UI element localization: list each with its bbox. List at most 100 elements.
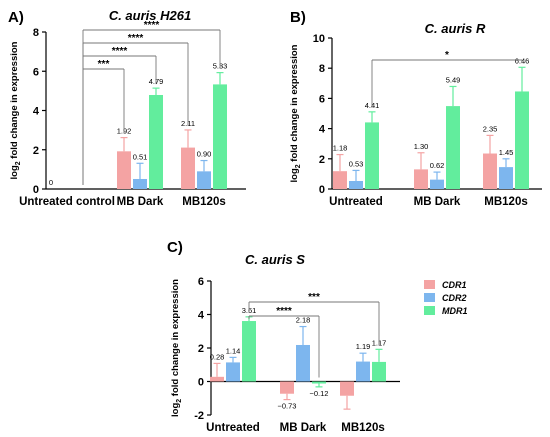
panel-title: C. auris R bbox=[425, 21, 486, 36]
bar-cdr1 bbox=[483, 153, 497, 189]
y-tick-label: 0 bbox=[198, 377, 204, 389]
bar-cdr1 bbox=[414, 169, 428, 189]
y-tick-label: 8 bbox=[319, 63, 325, 75]
legend-swatch-cdr2 bbox=[424, 293, 435, 302]
panel-letter: B) bbox=[290, 9, 306, 26]
data-label: 0.28 bbox=[210, 352, 225, 361]
bar-cdr2 bbox=[133, 178, 147, 189]
y-tick-label: 2 bbox=[319, 154, 325, 166]
data-label: 0.62 bbox=[430, 161, 445, 170]
bar-mdr1 bbox=[149, 94, 163, 189]
y-axis-label-subscript: 2 bbox=[295, 164, 302, 168]
data-label: −0.12 bbox=[310, 389, 329, 398]
bar-mdr1 bbox=[213, 84, 227, 189]
data-label: 1.14 bbox=[226, 346, 241, 355]
x-tick-label: Untreated control bbox=[19, 196, 115, 208]
data-label: 1.19 bbox=[356, 342, 371, 351]
panel-title: C. auris S bbox=[245, 252, 305, 267]
y-tick-label: 10 bbox=[313, 33, 325, 45]
significance-label: *** bbox=[98, 59, 110, 70]
y-tick-label: 6 bbox=[198, 276, 204, 288]
y-axis-label-rest: fold change in expression bbox=[289, 44, 300, 164]
legend-label: CDR1 bbox=[442, 280, 467, 290]
y-tick-label: -2 bbox=[194, 410, 204, 422]
data-label: 0 bbox=[49, 178, 53, 187]
x-tick-label: Untreated bbox=[329, 196, 383, 208]
significance-label: **** bbox=[144, 20, 160, 31]
data-label: 2.35 bbox=[483, 124, 498, 133]
y-axis-label-subscript: 2 bbox=[15, 161, 22, 165]
data-label: 1.45 bbox=[499, 148, 514, 157]
bar-cdr1 bbox=[210, 376, 224, 382]
y-tick-label: 8 bbox=[33, 27, 39, 39]
legend-label: CDR2 bbox=[442, 293, 467, 303]
significance-label: *** bbox=[308, 292, 320, 303]
x-tick-label: MB120s bbox=[484, 196, 527, 208]
data-label: 5.49 bbox=[446, 75, 461, 84]
data-label: 0.90 bbox=[197, 150, 212, 159]
significance-label: **** bbox=[276, 306, 292, 317]
y-tick-label: 6 bbox=[33, 66, 39, 78]
panel-title: C. auris H261 bbox=[109, 8, 191, 23]
legend-label: MDR1 bbox=[442, 306, 468, 316]
x-tick-label: MB Dark bbox=[414, 196, 461, 208]
data-label: 1.18 bbox=[333, 144, 348, 153]
y-axis-label: log2 fold change in expression bbox=[170, 279, 183, 417]
y-axis-label-main: log bbox=[170, 403, 181, 417]
bar-cdr1 bbox=[340, 381, 354, 396]
bar-cdr2 bbox=[197, 171, 211, 189]
y-axis-label: log2 fold change in expression bbox=[9, 41, 22, 179]
legend: CDR1 CDR2 MDR1 bbox=[424, 280, 468, 316]
y-tick-label: 2 bbox=[198, 343, 204, 355]
y-axis-label-main: log bbox=[9, 165, 20, 179]
y-axis-label-rest: fold change in expression bbox=[9, 41, 20, 161]
bar-mdr1 bbox=[372, 361, 386, 382]
x-tick-label: MB120s bbox=[182, 196, 225, 208]
bar-cdr2 bbox=[356, 361, 370, 382]
data-label: 0.53 bbox=[349, 159, 364, 168]
bar-cdr1 bbox=[333, 171, 347, 189]
panel-letter: A) bbox=[8, 9, 24, 26]
bar-mdr1 bbox=[515, 91, 529, 189]
y-axis-label-subscript: 2 bbox=[176, 399, 183, 403]
bar-mdr1 bbox=[446, 106, 460, 189]
bar-cdr1 bbox=[117, 151, 131, 189]
bar-cdr2 bbox=[499, 167, 513, 189]
y-axis-label: log2 fold change in expression bbox=[289, 44, 302, 182]
data-label: 0.51 bbox=[133, 152, 148, 161]
y-tick-label: 2 bbox=[33, 145, 39, 157]
y-axis-label-main: log bbox=[289, 168, 300, 182]
y-tick-label: 6 bbox=[319, 93, 325, 105]
bar-mdr1 bbox=[312, 381, 326, 384]
y-tick-label: 0 bbox=[33, 184, 39, 196]
y-tick-label: 4 bbox=[319, 124, 326, 136]
bar-cdr2 bbox=[296, 344, 310, 382]
y-tick-label: 4 bbox=[33, 106, 40, 118]
y-axis-label-rest: fold change in expression bbox=[170, 279, 181, 399]
data-label: 1.30 bbox=[414, 142, 429, 151]
x-tick-label: MB Dark bbox=[117, 196, 164, 208]
significance-label: * bbox=[445, 50, 449, 61]
x-tick-label: MB120s bbox=[341, 422, 384, 434]
significance-label: **** bbox=[112, 46, 128, 57]
significance-label: **** bbox=[128, 33, 144, 44]
bar-cdr2 bbox=[226, 362, 240, 382]
y-tick-label: 4 bbox=[198, 310, 205, 322]
bar-mdr1 bbox=[242, 321, 256, 382]
data-label: 2.18 bbox=[296, 316, 311, 325]
bar-mdr1 bbox=[365, 122, 379, 189]
bar-cdr2 bbox=[430, 179, 444, 189]
panel-letter: C) bbox=[167, 239, 183, 256]
bar-cdr1 bbox=[280, 381, 294, 394]
data-label: −0.73 bbox=[278, 402, 297, 411]
bar-cdr1 bbox=[181, 147, 195, 189]
x-tick-label: Untreated bbox=[206, 422, 260, 434]
legend-swatch-cdr1 bbox=[424, 280, 435, 289]
y-tick-label: 0 bbox=[319, 184, 325, 196]
bar-cdr2 bbox=[349, 180, 363, 189]
x-tick-label: MB Dark bbox=[280, 422, 327, 434]
legend-swatch-mdr1 bbox=[424, 306, 435, 315]
